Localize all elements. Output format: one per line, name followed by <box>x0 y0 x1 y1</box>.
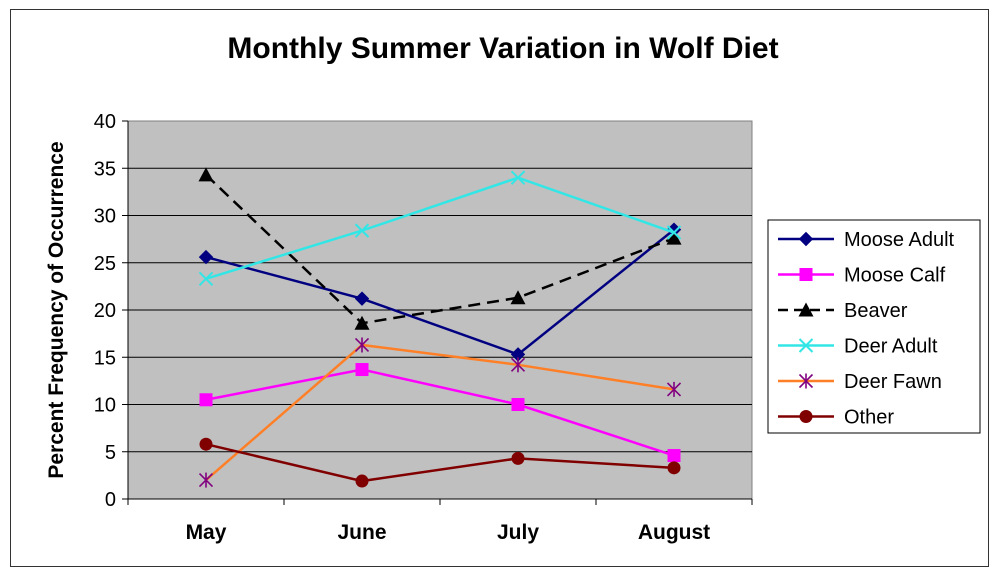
y-tick-label-30: 30 <box>94 206 116 228</box>
legend-marker-deer-fawn <box>798 373 814 389</box>
point-deer-adult-july-stroke-b <box>510 170 526 185</box>
point-other-june <box>355 474 369 488</box>
series-deer-adult <box>198 170 682 287</box>
y-tick-label-25: 25 <box>94 253 116 275</box>
series-beaver <box>198 167 682 330</box>
line-deer-fawn <box>205 343 675 482</box>
point-beaver-july <box>510 290 526 305</box>
y-tick-label-5: 5 <box>105 442 116 464</box>
point-other-may <box>199 437 213 451</box>
point-moose-calf-august <box>667 449 681 463</box>
y-tick-label-10: 10 <box>94 395 116 417</box>
y-tick-label-15: 15 <box>94 347 116 369</box>
point-deer-adult-june <box>354 223 370 238</box>
point-beaver-june <box>354 315 370 330</box>
y-tick-label-40: 40 <box>94 111 116 133</box>
line-moose-calf <box>205 368 675 457</box>
point-beaver-august <box>666 230 682 245</box>
point-deer-adult-may <box>198 271 214 287</box>
point-moose-adult-june <box>354 291 370 306</box>
legend-label-other: Other <box>844 407 894 429</box>
legend-item-other: Other <box>778 407 894 429</box>
axis-layer: 0 5 10 15 20 25 30 35 40 May June July August <box>94 111 753 544</box>
point-other-july <box>511 451 525 465</box>
point-deer-adult-august-stroke-b <box>666 225 682 240</box>
y-tick-label-0: 0 <box>105 489 116 511</box>
series-deer-fawn <box>198 337 682 488</box>
point-deer-adult-july <box>510 170 526 185</box>
point-moose-adult-may <box>198 249 214 265</box>
legend-label-deer-adult: Deer Adult <box>844 336 938 358</box>
legend-label-deer-fawn: Deer Fawn <box>844 371 942 393</box>
y-tick-label-35: 35 <box>94 158 116 180</box>
line-other <box>205 442 675 483</box>
chart-title: Monthly Summer Variation in Wolf Diet <box>227 32 778 65</box>
point-moose-calf-june <box>355 363 369 377</box>
point-beaver-may <box>198 167 214 182</box>
legend-item-beaver: Beaver <box>778 300 908 322</box>
point-other-august <box>667 461 681 475</box>
point-deer-fawn-may <box>198 472 214 488</box>
point-deer-adult-june-stroke-b <box>354 223 370 238</box>
legend-label-beaver: Beaver <box>844 300 908 322</box>
point-deer-fawn-july <box>510 357 526 373</box>
point-deer-adult-august <box>666 225 682 240</box>
y-axis-label: Percent Frequency of Occurrence <box>45 141 68 478</box>
x-tick-label-june: June <box>337 521 386 544</box>
legend-label-moose-calf: Moose Calf <box>844 265 946 287</box>
x-tick-label-august: August <box>638 521 710 544</box>
legend-marker-deer-adult <box>798 338 814 353</box>
point-moose-calf-may <box>199 393 213 407</box>
point-deer-fawn-august <box>666 381 682 397</box>
point-deer-fawn-june <box>354 337 370 353</box>
legend-box <box>767 219 981 434</box>
y-tick-label-20: 20 <box>94 300 116 322</box>
legend-item-deer-adult: Deer Adult <box>778 336 938 358</box>
x-tick-label-may: May <box>186 521 227 544</box>
legend-label-moose-adult: Moose Adult <box>844 229 955 251</box>
legend-marker-other <box>799 410 813 423</box>
series-moose-adult <box>198 222 682 362</box>
legend-marker-beaver <box>798 302 814 317</box>
point-moose-calf-july <box>511 398 525 411</box>
legend: Moose Adult Moose Calf Beaver Deer Adult Dee… <box>767 219 981 434</box>
series-layer <box>198 167 682 488</box>
legend-item-deer-fawn: Deer Fawn <box>778 371 942 393</box>
legend-marker-deer-adult-stroke-b <box>798 338 814 353</box>
legend-marker-moose-adult <box>798 231 814 247</box>
point-deer-adult-may-stroke-b <box>198 271 214 287</box>
x-tick-label-july: July <box>497 521 539 544</box>
line-deer-adult <box>205 176 675 281</box>
legend-marker-moose-calf <box>799 268 813 281</box>
legend-item-moose-calf: Moose Calf <box>778 265 946 287</box>
series-other <box>199 437 681 488</box>
line-moose-adult <box>205 228 675 356</box>
legend-item-moose-adult: Moose Adult <box>778 229 955 251</box>
series-moose-calf <box>199 363 681 463</box>
line-beaver <box>205 173 675 325</box>
